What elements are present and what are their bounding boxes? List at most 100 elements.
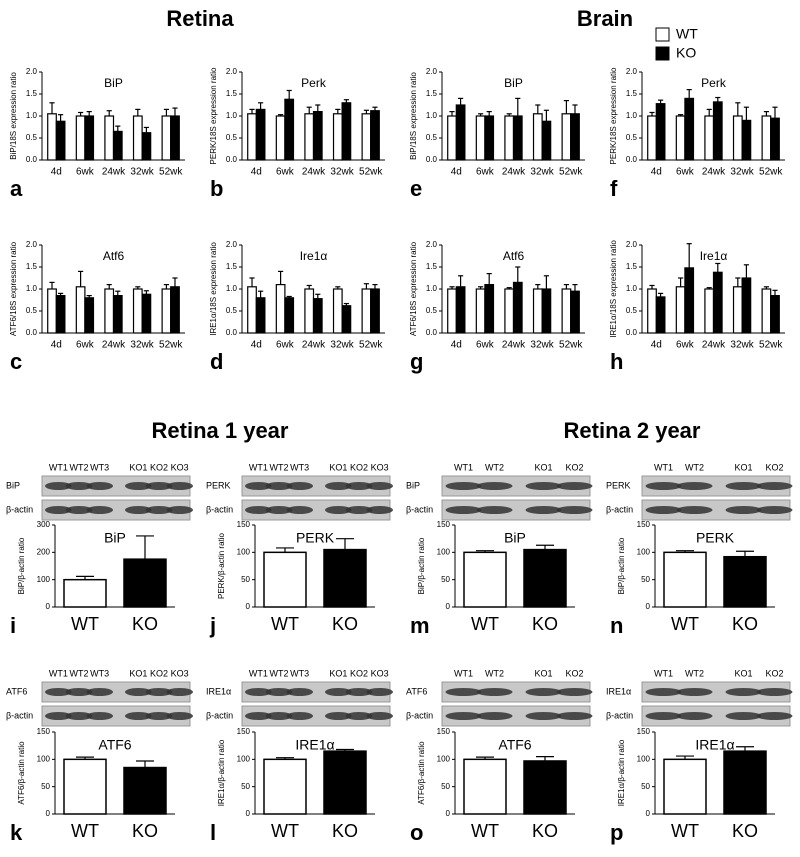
y-tick-label: 2.0 <box>26 240 38 249</box>
bar <box>455 104 466 161</box>
bar <box>655 296 666 334</box>
blot-row-label: IRE1α <box>606 686 631 696</box>
x-tick-label: WT <box>671 614 699 634</box>
blot-band <box>166 482 194 490</box>
bar <box>475 288 486 334</box>
chart-title: BiP <box>504 530 526 546</box>
blot-band <box>645 688 682 696</box>
y-tick-label: 50 <box>241 575 250 584</box>
y-tick-label: 0.0 <box>26 328 38 337</box>
y-tick-label: 0.0 <box>626 155 638 164</box>
bar <box>104 115 115 161</box>
x-tick-label: 32wk <box>130 167 154 178</box>
x-tick-label: 6wk <box>676 340 695 351</box>
bar <box>255 297 266 334</box>
lane-label: KO1 <box>534 668 552 678</box>
heading: Brain <box>577 6 633 31</box>
y-tick-label: 0.5 <box>26 133 38 142</box>
legend-label: KO <box>676 45 696 61</box>
bar <box>647 288 657 334</box>
blot-band <box>265 712 293 720</box>
bar <box>312 110 323 161</box>
blot-band <box>645 712 682 720</box>
blot-row-label: PERK <box>606 480 631 490</box>
blot-band <box>145 482 173 490</box>
blot-row-label: ATF6 <box>406 686 427 696</box>
x-tick-label: 24wk <box>502 340 526 351</box>
bar <box>770 295 780 334</box>
blot-band <box>265 688 293 696</box>
bar <box>523 548 567 608</box>
bar <box>361 113 372 161</box>
panel-letter: k <box>10 820 23 845</box>
x-tick-label: KO <box>332 821 358 841</box>
y-tick-label: 1.5 <box>626 89 638 98</box>
y-tick-label: 1.0 <box>426 111 438 120</box>
blot-band <box>345 506 373 514</box>
bar <box>161 115 172 161</box>
bar <box>541 288 552 334</box>
y-tick-label: 150 <box>637 520 651 529</box>
y-axis-label: IRE1α/β-actin ratio <box>217 739 226 806</box>
lane-label: WT2 <box>485 462 504 472</box>
bar <box>723 750 767 815</box>
y-tick-label: 150 <box>37 727 51 736</box>
x-tick-label: 4d <box>251 167 262 178</box>
y-tick-label: 0 <box>446 602 451 611</box>
y-tick-label: 1.5 <box>226 262 238 271</box>
bar <box>263 758 307 815</box>
panel-letter: o <box>410 820 423 845</box>
panel-letter: j <box>209 613 216 638</box>
bar <box>512 281 523 334</box>
lane-label: KO2 <box>150 668 168 678</box>
bar <box>761 288 772 334</box>
lane-label: WT1 <box>454 462 473 472</box>
y-tick-label: 100 <box>37 754 51 763</box>
blot-band <box>245 688 272 696</box>
blot-band <box>286 688 313 696</box>
y-tick-label: 150 <box>437 520 451 529</box>
blot-band <box>366 506 393 514</box>
chart-title: Atf6 <box>503 249 525 263</box>
bar <box>684 97 695 161</box>
bar <box>263 551 307 608</box>
lane-label: WT2 <box>270 462 289 472</box>
lane-label: WT1 <box>249 668 268 678</box>
blot-band <box>124 712 152 720</box>
blot-band <box>325 482 352 490</box>
lane-label: KO3 <box>171 462 189 472</box>
x-tick-label: WT <box>671 821 699 841</box>
y-axis-label: ATF6/β-actin ratio <box>417 741 426 805</box>
panel-letter: l <box>210 820 216 845</box>
bar <box>55 295 66 334</box>
lane-label: KO3 <box>171 668 189 678</box>
lane-label: KO3 <box>371 462 389 472</box>
x-tick-label: 24wk <box>702 167 726 178</box>
bar <box>541 120 552 161</box>
bar <box>123 766 167 815</box>
y-tick-label: 0.0 <box>426 328 438 337</box>
y-tick-label: 1.5 <box>626 262 638 271</box>
y-tick-label: 2.0 <box>26 67 38 76</box>
x-tick-label: 24wk <box>102 167 126 178</box>
bar <box>170 286 180 334</box>
lane-label: WT3 <box>290 462 309 472</box>
y-axis-label: BiP/β-actin ratio <box>417 537 426 594</box>
bar <box>284 297 295 334</box>
blot-band <box>124 482 152 490</box>
blot-row-label: β-actin <box>606 710 633 720</box>
bar <box>741 119 752 161</box>
panel-letter: p <box>610 820 623 845</box>
blot-band <box>166 712 194 720</box>
y-tick-label: 0 <box>646 809 651 818</box>
bar <box>341 102 352 161</box>
bar <box>523 760 567 815</box>
y-tick-label: 50 <box>441 782 450 791</box>
blot-band <box>124 688 152 696</box>
bar <box>570 290 580 334</box>
chart-title: PERK <box>696 530 735 546</box>
blot-band <box>45 688 72 696</box>
blot-band <box>756 506 793 514</box>
blot-band <box>725 712 762 720</box>
